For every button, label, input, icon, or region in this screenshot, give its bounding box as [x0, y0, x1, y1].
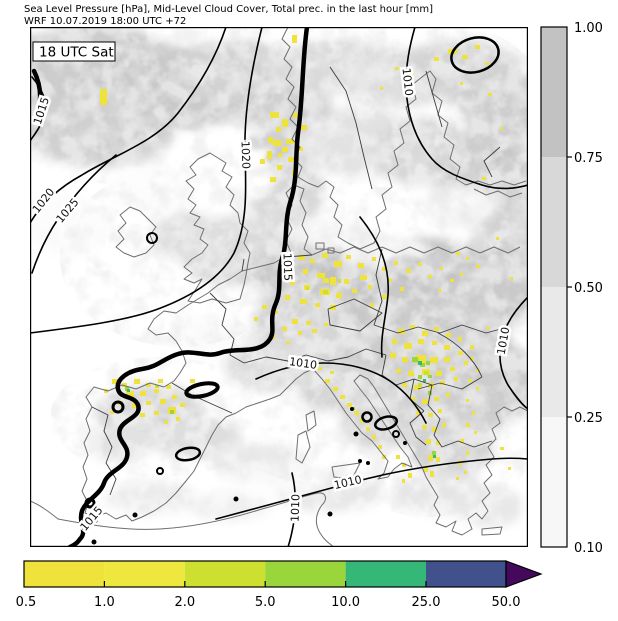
- contour-1020-b: [30, 27, 263, 334]
- tick-label: 1.0: [94, 595, 115, 610]
- cloud-colorbar-tick-labels: 1.00 0.75 0.50 0.25 0.10: [574, 21, 603, 556]
- tick-label: 5.0: [255, 595, 276, 610]
- contour-1010-e: [287, 472, 297, 547]
- map-frame: [30, 27, 528, 547]
- precip-colorbar: 0.5 1.0 2.0 5.0 10.0 25.0 50.0: [16, 560, 543, 610]
- precip-colorbar-overflow-arrow: [505, 560, 543, 588]
- contour-unlabeled: [359, 216, 390, 358]
- tick-label: 0.50: [574, 281, 603, 296]
- contour-1010-d: [215, 457, 528, 520]
- contour-1015-bold: [67, 27, 310, 547]
- contour-1015-bold-stub: [31, 68, 43, 124]
- tick-label: 0.10: [574, 541, 603, 556]
- pressure-contours: [30, 27, 528, 547]
- page-title: Sea Level Pressure [hPa], Mid-Level Clou…: [24, 4, 434, 15]
- coastlines: [30, 27, 528, 547]
- tick-label: 2.0: [174, 595, 195, 610]
- model-run-subtitle: WRF 10.07.2019 18:00 UTC +72: [24, 16, 187, 27]
- contour-1020-a: [30, 27, 227, 224]
- contour-label: 1010: [400, 67, 416, 96]
- contour-1025: [31, 154, 117, 274]
- contour-dots: [91, 407, 407, 545]
- cloud-colorbar-segments: [541, 27, 567, 547]
- tick-label: 0.25: [574, 411, 603, 426]
- cloud-colorbar: 1.00 0.75 0.50 0.25 0.10: [540, 21, 603, 556]
- contour-label: 1015: [281, 253, 295, 281]
- timestamp-label: 18 UTC Sat: [39, 45, 114, 61]
- tick-label: 50.0: [492, 595, 521, 610]
- tick-label: 0.5: [16, 595, 37, 610]
- precipitation-layer: [100, 35, 513, 483]
- tick-label: 10.0: [331, 595, 360, 610]
- precip-colorbar-tick-labels: 0.5 1.0 2.0 5.0 10.0 25.0 50.0: [16, 595, 521, 610]
- precip-colorbar-segments: [24, 561, 506, 587]
- contour-1010-a: [405, 27, 528, 190]
- forecast-map: 1015 1020 1025 1020 1015 1010 1010 1010 …: [30, 27, 528, 547]
- contour-closed-oval: [450, 36, 500, 74]
- timestamp-box: 18 UTC Sat: [32, 41, 116, 62]
- contour-1010-c: [255, 362, 427, 424]
- country-borders: [91, 66, 509, 496]
- contour-1010-b: [499, 296, 528, 410]
- tick-label: 0.75: [574, 151, 603, 166]
- contour-label: 1010: [289, 494, 303, 522]
- contour-label: 1020: [239, 141, 253, 169]
- tick-label: 1.00: [574, 21, 603, 36]
- precip-colorbar-ticks: [103, 581, 427, 587]
- tick-label: 25.0: [412, 595, 441, 610]
- title-block: Sea Level Pressure [hPa], Mid-Level Clou…: [24, 4, 433, 28]
- cloud-colorbar-ticks: [567, 156, 572, 418]
